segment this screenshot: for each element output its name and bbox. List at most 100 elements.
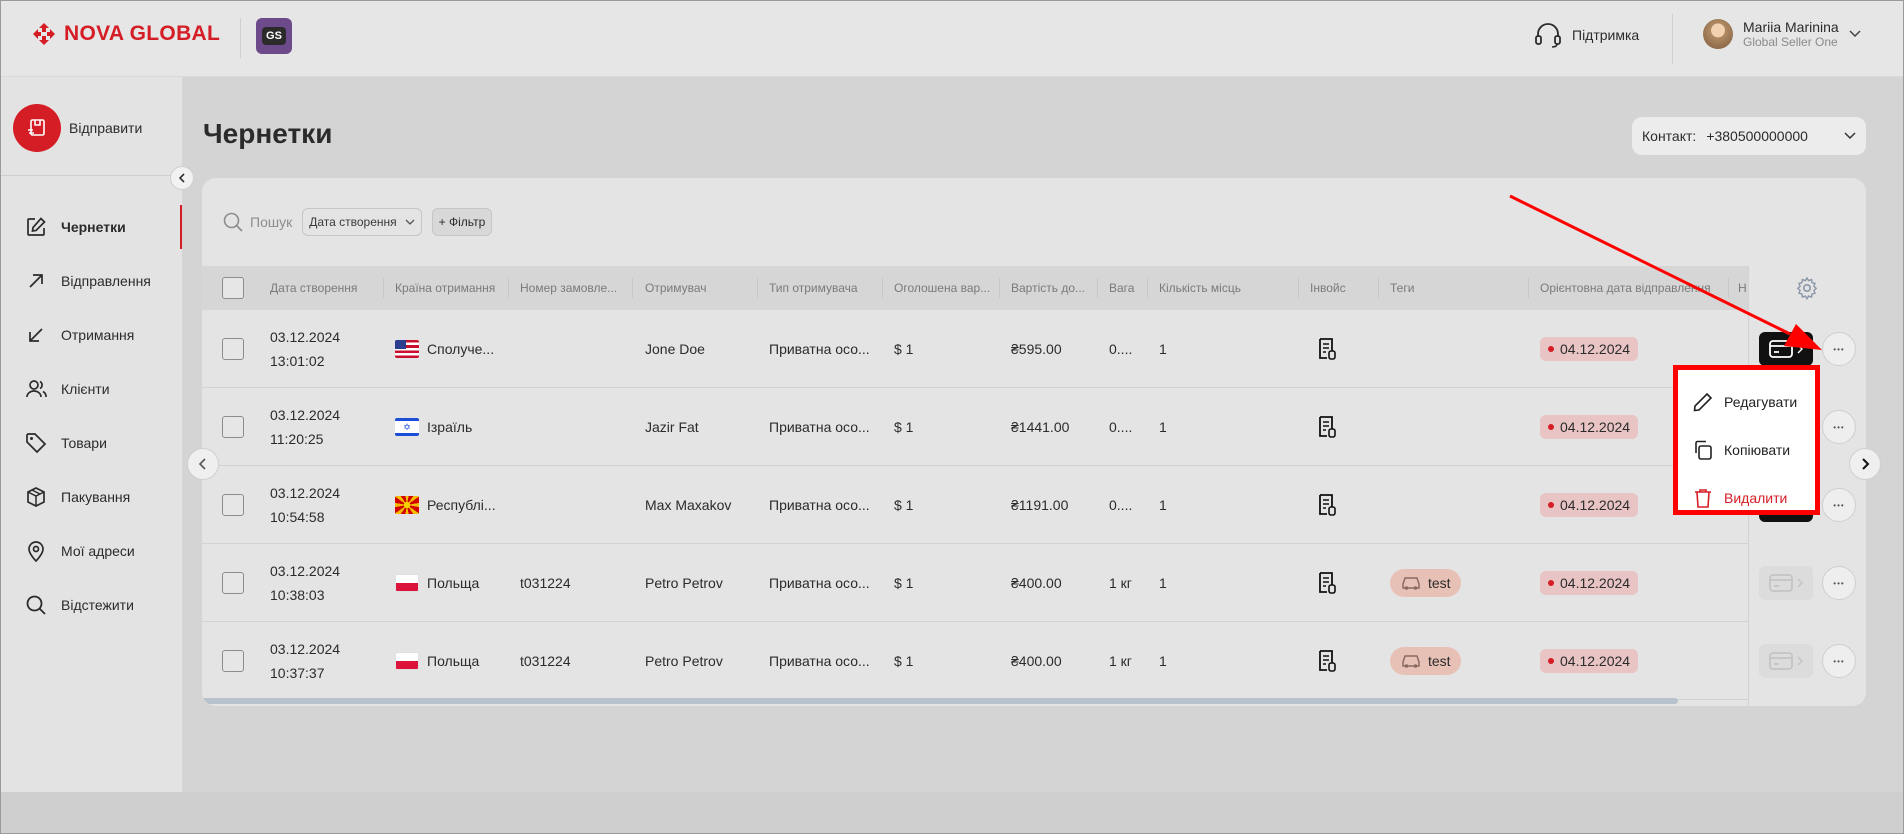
sidebar-item-drafts[interactable]: Чернетки bbox=[0, 205, 182, 249]
created-date: 03.12.2024 bbox=[270, 563, 341, 579]
more-options-button[interactable]: ••• bbox=[1822, 566, 1856, 600]
date-cell: 03.12.2024 10:38:03 bbox=[270, 544, 340, 622]
invoice-cell bbox=[1316, 466, 1338, 544]
column-header[interactable]: Оголошена вар... bbox=[894, 281, 991, 295]
column-header[interactable]: Тип отримувача bbox=[769, 281, 858, 295]
gs-badge-text: GS bbox=[262, 27, 286, 45]
trash-icon bbox=[1695, 489, 1711, 508]
arrow-down-left-icon bbox=[25, 324, 47, 346]
invoice-icon[interactable] bbox=[1316, 493, 1338, 517]
row-checkbox[interactable] bbox=[222, 650, 244, 672]
gear-icon[interactable] bbox=[1795, 276, 1819, 300]
tag-badge[interactable]: test bbox=[1390, 647, 1461, 675]
chevron-down-icon bbox=[1844, 132, 1856, 140]
table-row[interactable]: 03.12.2024 10:37:37 Польща t031224 Petro Pet… bbox=[202, 622, 1866, 700]
column-header[interactable]: Вага bbox=[1109, 281, 1135, 295]
top-header: NOVA GLOBAL GS Підтримка Mariia Marinina… bbox=[0, 0, 1904, 77]
card-icon bbox=[1769, 340, 1793, 358]
more-options-button[interactable]: ••• bbox=[1822, 410, 1856, 444]
ship-date: 04.12.2024 bbox=[1560, 653, 1631, 669]
invoice-icon[interactable] bbox=[1316, 415, 1338, 439]
sidebar-item-clients[interactable]: Клієнти bbox=[0, 367, 182, 411]
more-options-button[interactable]: ••• bbox=[1822, 488, 1856, 522]
more-options-button[interactable]: ••• bbox=[1822, 332, 1856, 366]
column-divider bbox=[383, 278, 384, 298]
menu-item-copy[interactable]: Копіювати bbox=[1692, 430, 1790, 470]
sidebar: Відправити Чернетки Відправлення Отриман… bbox=[0, 77, 182, 792]
pay-button[interactable] bbox=[1759, 566, 1813, 600]
column-header[interactable]: Країна отримання bbox=[395, 281, 496, 295]
sidebar-item-shipments[interactable]: Відправлення bbox=[0, 259, 182, 303]
column-header[interactable]: Орієнтовна дата відправлення bbox=[1540, 281, 1711, 295]
sidebar-item-label: Отримання bbox=[61, 327, 135, 343]
table-row[interactable]: 03.12.2024 11:20:25 ✡ Ізраїль Jazir Fat Прива… bbox=[202, 388, 1866, 466]
sidebar-item-receipts[interactable]: Отримання bbox=[0, 313, 182, 357]
column-header[interactable]: Кількість місць bbox=[1159, 281, 1241, 295]
invoice-cell bbox=[1316, 622, 1338, 700]
created-time: 11:20:25 bbox=[270, 431, 324, 447]
row-checkbox[interactable] bbox=[222, 416, 244, 438]
invoice-icon[interactable] bbox=[1316, 649, 1338, 673]
pay-button[interactable] bbox=[1759, 644, 1813, 678]
send-button[interactable]: Відправити bbox=[13, 104, 142, 152]
menu-item-delete[interactable]: Видалити bbox=[1692, 478, 1787, 518]
horizontal-scrollbar[interactable] bbox=[202, 698, 1678, 704]
pay-button[interactable] bbox=[1759, 332, 1813, 366]
search-input[interactable]: Пошук bbox=[222, 211, 292, 233]
support-link[interactable]: Підтримка bbox=[1534, 22, 1639, 48]
global-seller-badge[interactable]: GS bbox=[256, 18, 292, 54]
sidebar-item-addresses[interactable]: Мої адреси bbox=[0, 529, 182, 573]
invoice-icon[interactable] bbox=[1316, 337, 1338, 361]
sidebar-collapse-button[interactable] bbox=[170, 166, 194, 190]
table-row[interactable]: 03.12.2024 10:38:03 Польща t031224 Petro Pet… bbox=[202, 544, 1866, 622]
nova-global-logo[interactable]: NOVA GLOBAL bbox=[32, 22, 220, 46]
row-checkbox[interactable] bbox=[222, 572, 244, 594]
table-row[interactable]: 03.12.2024 10:54:58 Республі... Max Maxakov… bbox=[202, 466, 1866, 544]
column-divider bbox=[632, 278, 633, 298]
status-dot bbox=[1548, 502, 1554, 508]
row-checkbox[interactable] bbox=[222, 494, 244, 516]
flag-israel-icon: ✡ bbox=[395, 418, 419, 436]
column-header[interactable]: Теги bbox=[1390, 281, 1415, 295]
add-filter-button[interactable]: + Фільтр bbox=[431, 208, 493, 236]
sidebar-item-products[interactable]: Товари bbox=[0, 421, 182, 465]
column-header[interactable]: Дата створення bbox=[270, 281, 358, 295]
invoice-icon[interactable] bbox=[1316, 571, 1338, 595]
sidebar-item-track[interactable]: Відстежити bbox=[0, 583, 182, 627]
avatar bbox=[1703, 19, 1733, 49]
column-divider bbox=[757, 278, 758, 298]
drafts-table-card: Пошук Дата створення + Фільтр Дата створ… bbox=[202, 178, 1866, 706]
sort-dropdown[interactable]: Дата створення bbox=[302, 208, 422, 236]
column-header[interactable]: Інвойс bbox=[1310, 281, 1346, 295]
tag-badge[interactable]: test bbox=[1390, 569, 1461, 597]
contact-select[interactable]: Контакт: +380500000000 bbox=[1632, 117, 1866, 155]
scroll-left-button[interactable] bbox=[187, 448, 219, 480]
recipient-type: Приватна осо... bbox=[769, 419, 870, 435]
card-icon bbox=[1769, 652, 1793, 670]
nova-logo-icon bbox=[33, 23, 55, 45]
column-header[interactable]: Номер замовле... bbox=[520, 281, 618, 295]
menu-item-edit[interactable]: Редагувати bbox=[1692, 382, 1797, 422]
column-header[interactable]: Вартість до... bbox=[1011, 281, 1086, 295]
status-dot bbox=[1548, 346, 1554, 352]
select-all-checkbox[interactable] bbox=[222, 277, 244, 299]
ship-date: 04.12.2024 bbox=[1560, 497, 1631, 513]
header-divider bbox=[240, 18, 241, 58]
menu-item-label: Видалити bbox=[1724, 490, 1788, 506]
column-header[interactable]: Отримувач bbox=[645, 281, 707, 295]
contact-value: +380500000000 bbox=[1706, 128, 1808, 144]
table-row[interactable]: 03.12.2024 13:01:02 Сполуче... Jone Doe Прив… bbox=[202, 310, 1866, 388]
scroll-right-button[interactable] bbox=[1849, 448, 1881, 480]
more-options-button[interactable]: ••• bbox=[1822, 644, 1856, 678]
user-menu[interactable]: Mariia Marinina Global Seller One bbox=[1703, 19, 1861, 49]
row-checkbox[interactable] bbox=[222, 338, 244, 360]
weight: 0.... bbox=[1109, 341, 1133, 357]
places-count: 1 bbox=[1159, 497, 1167, 513]
support-label: Підтримка bbox=[1572, 27, 1640, 43]
more-dots-icon: ••• bbox=[1833, 422, 1845, 432]
column-header[interactable]: Н bbox=[1738, 281, 1747, 295]
sidebar-item-packaging[interactable]: Пакування bbox=[0, 475, 182, 519]
car-icon bbox=[1402, 655, 1420, 668]
page-title: Чернетки bbox=[203, 118, 333, 149]
users-icon bbox=[25, 378, 47, 400]
